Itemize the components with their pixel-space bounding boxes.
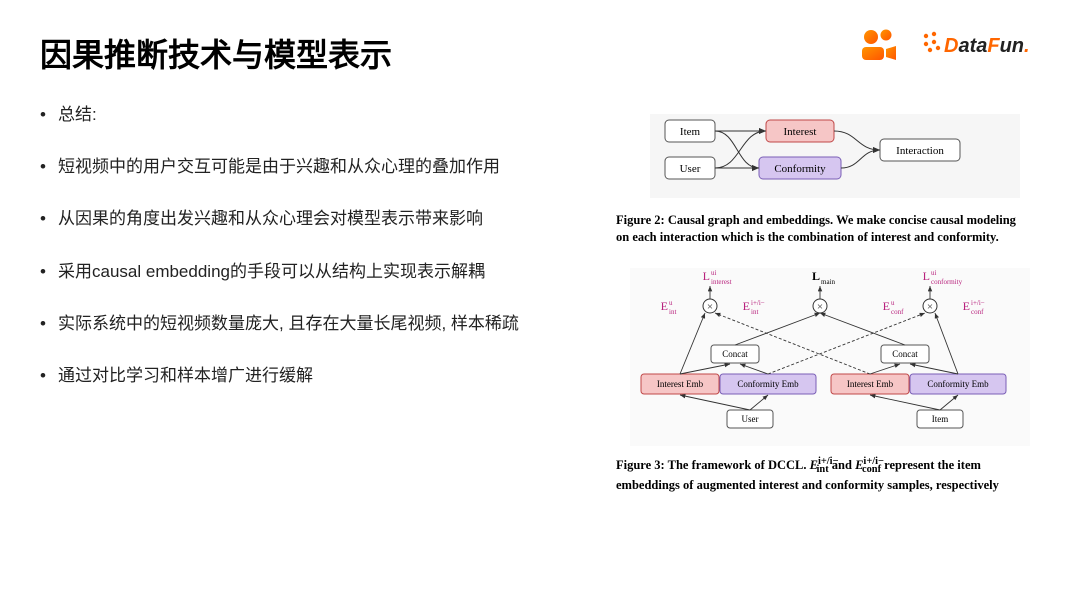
- svg-text:ui: ui: [931, 269, 937, 277]
- datafun-logo-icon: DataFun.: [920, 30, 1040, 60]
- svg-text:Concat: Concat: [722, 349, 748, 359]
- svg-text:main: main: [821, 278, 835, 286]
- svg-text:Item: Item: [932, 414, 949, 424]
- kuaishou-logo-icon: [858, 28, 900, 62]
- svg-text:Item: Item: [680, 126, 701, 138]
- bullet-item: 通过对比学习和样本增广进行缓解: [40, 362, 590, 389]
- svg-text:conf: conf: [891, 308, 904, 316]
- figure-2: Item User Interest Conformity Interaction Fi…: [610, 106, 1030, 246]
- slide: DataFun. 因果推断技术与模型表示 总结: 短视频中的用户交互可能是由于兴…: [0, 0, 1080, 608]
- svg-text:i+/i−: i+/i−: [971, 299, 985, 307]
- svg-text:User: User: [742, 414, 759, 424]
- bullet-column: 总结: 短视频中的用户交互可能是由于兴趣和从众心理的叠加作用 从因果的角度出发兴…: [40, 101, 590, 494]
- bullet-item: 总结:: [40, 101, 590, 128]
- svg-text:u: u: [669, 299, 673, 307]
- svg-text:×: ×: [927, 301, 933, 313]
- svg-text:L: L: [812, 269, 820, 283]
- svg-text:Concat: Concat: [892, 349, 918, 359]
- bullet-item: 从因果的角度出发兴趣和从众心理会对模型表示带来影响: [40, 205, 590, 232]
- figure-column: Item User Interest Conformity Interaction Fi…: [610, 101, 1030, 494]
- svg-text:Conformity: Conformity: [774, 163, 826, 175]
- svg-text:E: E: [661, 299, 668, 313]
- figure-2-svg: Item User Interest Conformity Interaction: [610, 106, 1030, 206]
- bullet-item: 短视频中的用户交互可能是由于兴趣和从众心理的叠加作用: [40, 153, 590, 180]
- svg-text:Interaction: Interaction: [896, 145, 944, 157]
- svg-text:×: ×: [707, 301, 713, 313]
- content-row: 总结: 短视频中的用户交互可能是由于兴趣和从众心理的叠加作用 从因果的角度出发兴…: [40, 101, 1040, 494]
- svg-text:Conformity Emb: Conformity Emb: [927, 379, 989, 389]
- bullet-item: 采用causal embedding的手段可以从结构上实现表示解耦: [40, 258, 590, 285]
- svg-text:E: E: [883, 299, 890, 313]
- svg-text:E: E: [963, 299, 970, 313]
- figure-3-svg: LuiinterestLmainLuiconformity×××EuintEi+…: [610, 264, 1030, 449]
- svg-text:u: u: [891, 299, 895, 307]
- svg-text:int: int: [751, 308, 758, 316]
- svg-text:E: E: [743, 299, 750, 313]
- svg-text:DataFun.: DataFun.: [944, 35, 1030, 57]
- figure-3-caption: Figure 3: The framework of DCCL. Ei+/i−i…: [610, 455, 1030, 495]
- svg-text:Interest: Interest: [784, 126, 817, 138]
- svg-text:int: int: [669, 308, 676, 316]
- logo-group: DataFun.: [858, 28, 1040, 62]
- svg-text:ui: ui: [711, 269, 717, 277]
- caption-text: Figure 3: The framework of DCCL.: [616, 458, 810, 472]
- caption-sub1: int: [817, 464, 829, 475]
- svg-text:conformity: conformity: [931, 278, 963, 286]
- bullet-list: 总结: 短视频中的用户交互可能是由于兴趣和从众心理的叠加作用 从因果的角度出发兴…: [40, 101, 590, 389]
- svg-text:Conformity Emb: Conformity Emb: [737, 379, 799, 389]
- svg-text:User: User: [680, 163, 701, 175]
- svg-text:L: L: [923, 269, 930, 283]
- figure-3: LuiinterestLmainLuiconformity×××EuintEi+…: [610, 264, 1030, 495]
- caption-and: and: [829, 458, 855, 472]
- svg-text:L: L: [703, 269, 710, 283]
- caption-sub2: conf: [862, 464, 881, 475]
- svg-text:interest: interest: [711, 278, 732, 286]
- figure-2-caption-text: Figure 2: Causal graph and embeddings. W…: [616, 213, 1016, 244]
- svg-text:Interest Emb: Interest Emb: [847, 379, 894, 389]
- svg-text:×: ×: [817, 301, 823, 313]
- svg-text:Interest Emb: Interest Emb: [657, 379, 704, 389]
- svg-text:conf: conf: [971, 308, 984, 316]
- figure-2-caption: Figure 2: Causal graph and embeddings. W…: [610, 212, 1030, 246]
- svg-text:i+/i−: i+/i−: [751, 299, 765, 307]
- bullet-item: 实际系统中的短视频数量庞大, 且存在大量长尾视频, 样本稀疏: [40, 310, 590, 337]
